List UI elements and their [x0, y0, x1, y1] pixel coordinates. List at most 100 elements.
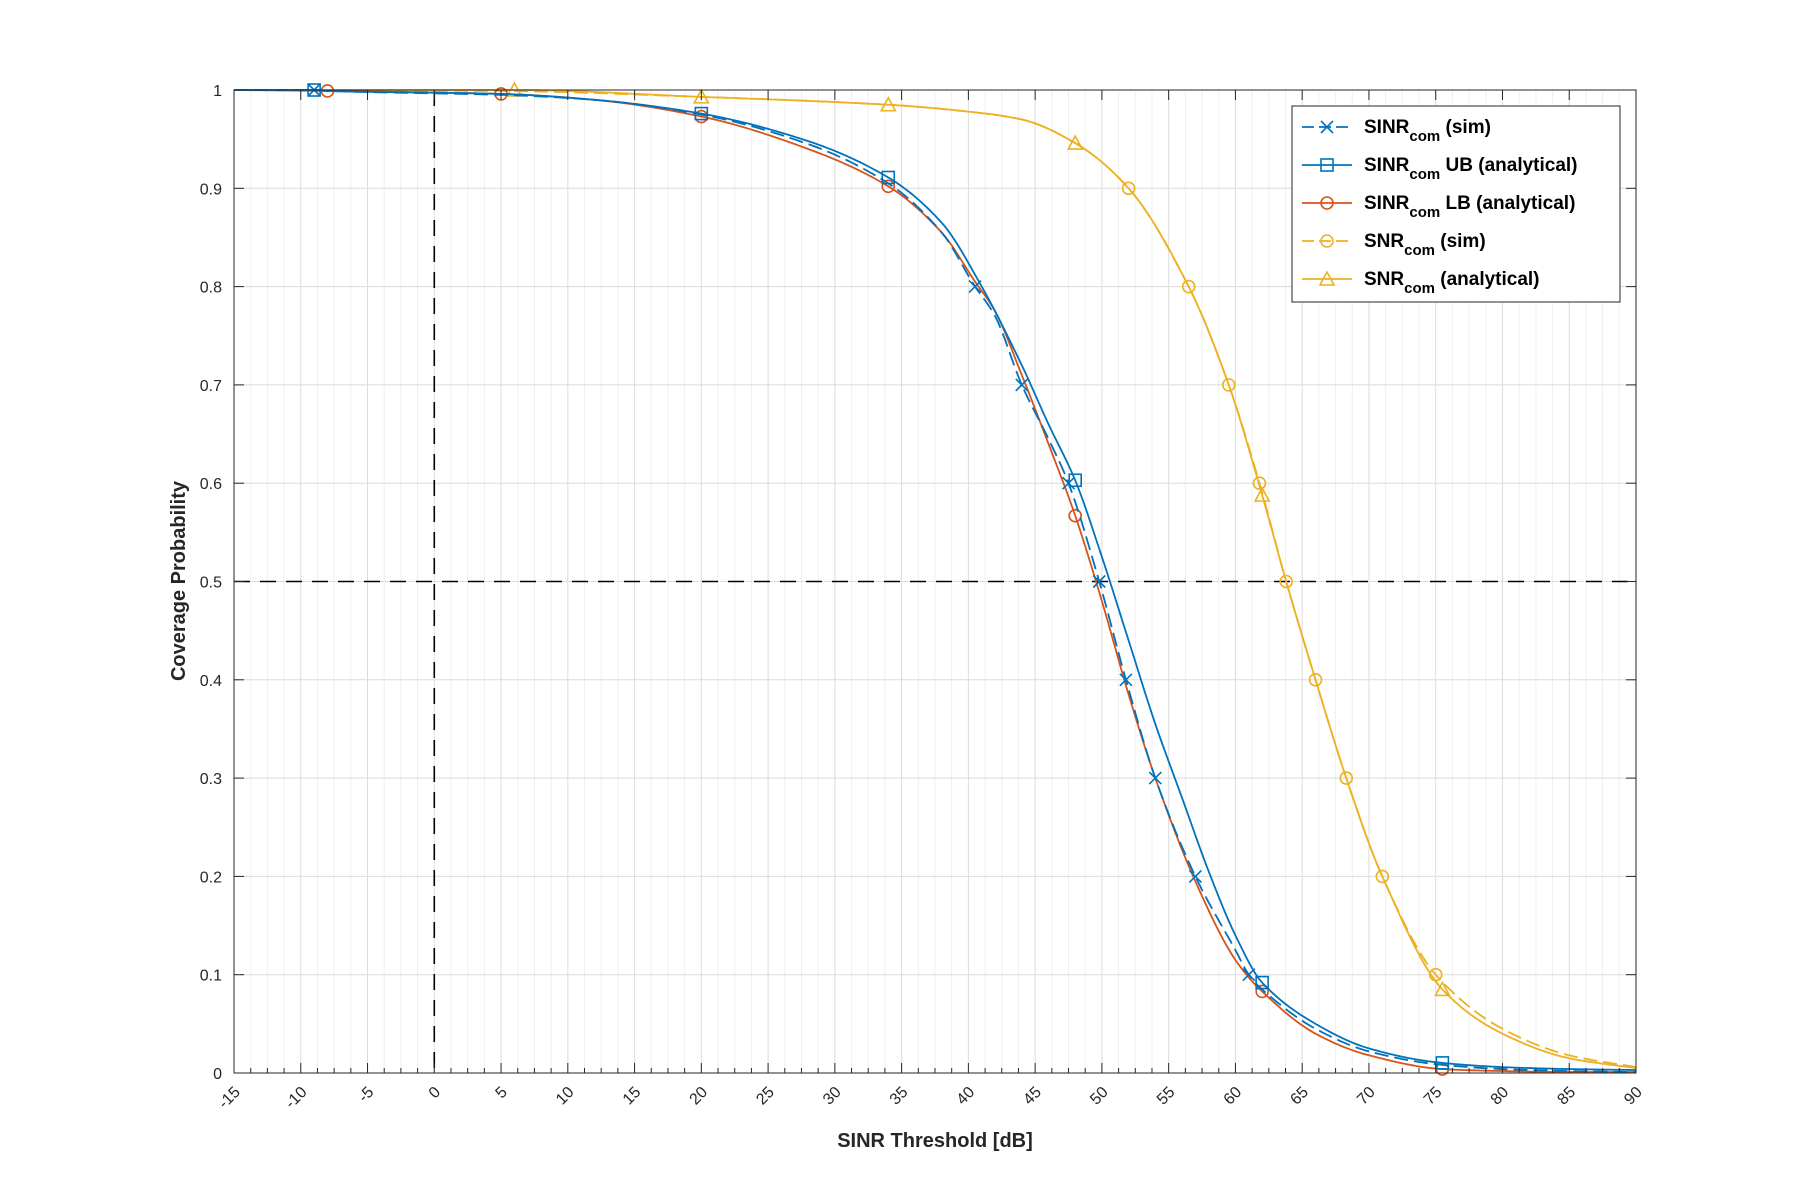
series-marker-stroke — [1188, 869, 1202, 883]
legend-name: SNR — [1364, 269, 1404, 290]
series-marker — [1253, 486, 1271, 502]
legend-item: SINRcom LB (analytical) — [1302, 193, 1575, 221]
legend-suffix: (sim) — [1440, 117, 1491, 138]
x-tick-label: 85 — [1554, 1084, 1579, 1109]
series-marker — [1015, 378, 1029, 392]
series-marker — [1252, 476, 1267, 491]
series-marker — [1119, 673, 1133, 687]
series-marker — [879, 96, 897, 112]
legend-marker — [1318, 270, 1336, 286]
series-marker-stroke — [1015, 378, 1029, 392]
legend-name: SINR — [1364, 193, 1410, 214]
x-tick-label: 25 — [753, 1084, 778, 1109]
legend-suffix: LB (analytical) — [1440, 193, 1575, 214]
x-tick-label: 35 — [887, 1084, 912, 1109]
series-marker-stroke — [1092, 574, 1106, 589]
series-line — [234, 89, 1637, 1073]
series-marker — [1221, 378, 1236, 392]
x-tick-label: 90 — [1621, 1084, 1646, 1109]
legend-item: SNRcom (sim) — [1302, 231, 1486, 259]
x-tick-label: 75 — [1421, 1084, 1446, 1109]
legend-subscript: com — [1409, 128, 1440, 145]
x-tick-label: -15 — [215, 1084, 243, 1112]
series-0 — [234, 83, 1637, 1073]
series-marker-stroke — [968, 280, 982, 294]
legend-subscript: com — [1409, 204, 1440, 221]
x-tick-label: 15 — [620, 1084, 645, 1109]
series-marker — [1061, 476, 1076, 490]
series-marker — [1066, 134, 1084, 150]
x-tick-label: 40 — [954, 1084, 979, 1109]
legend-marker — [1320, 120, 1334, 134]
series-marker-stroke — [1242, 968, 1256, 982]
legend-item: SINRcom (sim) — [1302, 117, 1491, 145]
x-tick-label: 65 — [1287, 1084, 1312, 1109]
legend-marker — [1320, 196, 1334, 210]
legend-label: SINRcom UB (analytical) — [1364, 155, 1578, 183]
legend-name: SINR — [1364, 117, 1410, 138]
series-marker — [1242, 968, 1256, 982]
x-tick-label: 55 — [1154, 1084, 1179, 1109]
legend-item: SINRcom UB (analytical) — [1302, 155, 1578, 183]
y-tick-label: 0 — [213, 1066, 222, 1083]
series-marker-stroke — [1148, 771, 1162, 785]
legend-suffix: (analytical) — [1435, 269, 1540, 290]
x-tick-label: -5 — [355, 1084, 377, 1106]
y-tick-label: 0.7 — [200, 378, 222, 395]
legend: SINRcom (sim)SINRcom UB (analytical)SINR… — [1291, 105, 1621, 303]
legend-suffix: (sim) — [1435, 231, 1486, 252]
series-marker — [1434, 980, 1451, 997]
legend-subscript: com — [1404, 242, 1435, 259]
series-marker — [1435, 1056, 1450, 1070]
legend-item: SNRcom (analytical) — [1302, 269, 1540, 297]
series-marker-stroke — [1119, 673, 1133, 687]
series-marker — [692, 88, 710, 104]
x-tick-label: 70 — [1354, 1084, 1379, 1109]
x-tick-label: 20 — [687, 1084, 712, 1109]
legend-suffix: UB (analytical) — [1440, 155, 1577, 176]
x-tick-label: 5 — [493, 1084, 511, 1102]
series-marker — [1068, 473, 1082, 488]
series-marker-stroke — [1061, 476, 1076, 490]
legend-name: SINR — [1364, 155, 1410, 176]
legend-label: SINRcom (sim) — [1364, 117, 1491, 145]
legend-name: SNR — [1364, 231, 1404, 252]
y-tick-label: 0.4 — [200, 673, 222, 690]
x-axis-label: SINR Threshold [dB] — [837, 1130, 1033, 1152]
legend-subscript: com — [1409, 166, 1440, 183]
x-tick-label: 10 — [553, 1084, 578, 1109]
series-marker — [1375, 869, 1390, 884]
y-tick-label: 0.5 — [200, 575, 222, 592]
series-marker — [1188, 869, 1202, 883]
x-tick-label: -10 — [282, 1084, 310, 1112]
series-marker — [1068, 508, 1082, 523]
x-tick-label: 60 — [1221, 1084, 1246, 1109]
series-marker — [1181, 279, 1196, 294]
y-tick-label: 0.2 — [200, 869, 222, 886]
y-tick-label: 1 — [213, 83, 222, 100]
y-tick-label: 0.1 — [200, 968, 222, 985]
y-axis-label: Coverage Probability — [168, 480, 190, 681]
legend-marker — [1320, 158, 1334, 172]
legend-marker — [1320, 234, 1334, 248]
y-tick-label: 0.9 — [200, 181, 222, 198]
x-tick-label: 30 — [820, 1084, 845, 1109]
legend-subscript: com — [1404, 280, 1435, 297]
legend-label: SNRcom (sim) — [1364, 231, 1486, 259]
reference-lines — [234, 90, 1636, 1073]
series-marker — [881, 179, 896, 194]
series-marker — [1121, 181, 1136, 196]
y-tick-label: 0.3 — [200, 771, 222, 788]
y-tick-label: 0.8 — [200, 280, 222, 297]
legend-box — [1291, 105, 1621, 303]
series-marker — [968, 280, 982, 294]
legend-marker-stroke — [1320, 120, 1334, 134]
x-tick-label: 45 — [1020, 1084, 1045, 1109]
series-marker — [1279, 574, 1293, 589]
x-tick-label: 0 — [426, 1084, 444, 1102]
x-tick-label: 50 — [1087, 1084, 1112, 1109]
series-marker — [1308, 672, 1323, 687]
x-tick-label: 80 — [1488, 1084, 1513, 1109]
y-tick-label: 0.6 — [200, 476, 222, 493]
